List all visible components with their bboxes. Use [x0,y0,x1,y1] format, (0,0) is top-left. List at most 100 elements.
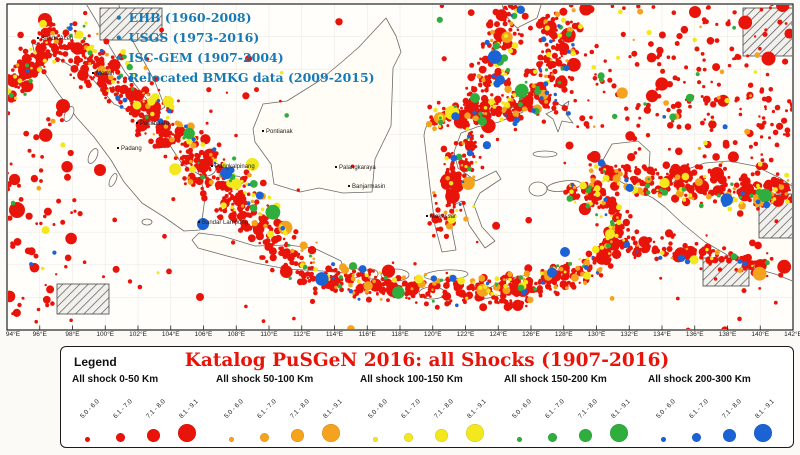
earthquake-dot [509,299,513,303]
earthquake-dot [39,179,43,183]
earthquake-dot [115,69,121,75]
earthquake-dot [466,149,474,157]
earthquake-dot [46,285,55,294]
axis-ticks [6,325,794,330]
earthquake-dot [570,273,579,282]
earthquake-dot [61,161,73,173]
earthquake-dot [105,52,109,57]
earthquake-dot [296,188,300,192]
earthquake-dot [42,58,47,63]
earthquake-dot [666,55,671,59]
earthquake-dot [579,115,586,122]
earthquake-dot [461,176,475,190]
earthquake-dot [756,183,760,188]
earthquake-dot [602,90,606,94]
earthquake-dot [620,31,626,37]
earthquake-dot [41,226,50,235]
earthquake-dot [482,141,491,150]
earthquake-dot [73,209,77,213]
earthquake-dot [356,272,362,278]
city-label: Banda Aceh [37,36,73,42]
earthquake-dot [744,128,751,135]
earthquake-dot [661,189,669,196]
earthquake-dot [608,252,611,255]
legend-size-item: 5.0 - 6.0 [503,385,536,445]
earthquake-dot [561,17,566,23]
earthquake-dot [449,190,452,193]
earthquake-dot [538,293,543,298]
earthquake-dot [93,49,97,53]
earthquake-dot [575,265,581,271]
earthquake-dot [448,181,454,186]
legend-size-item: 7.1 - 8.0 [425,385,458,445]
earthquake-dot [567,26,573,33]
earthquake-dot [648,41,654,47]
longitude-tick-label: 142°E [784,331,800,338]
earthquake-dot [135,105,139,108]
earthquake-dot [485,281,490,286]
earthquake-dot [517,284,525,292]
earthquake-dot [401,280,408,287]
earthquake-dot [541,50,545,54]
earthquake-dot [35,51,49,65]
earthquake-dot [669,113,677,121]
earthquake-dot [595,213,599,217]
earthquake-dot [763,53,771,61]
legend-size-dot [321,424,340,442]
earthquake-dot [552,33,558,39]
earthquake-dot [714,38,720,43]
earthquake-dot [41,69,47,75]
earthquake-dot [654,256,659,262]
earthquake-dot [557,33,563,38]
earthquake-dot [503,5,508,10]
island-pagai [108,173,118,187]
earthquake-dot [446,193,450,197]
earthquake-epicenters-layer [8,5,792,329]
earthquake-dot [23,130,30,137]
earthquake-dot [152,133,155,136]
earthquake-dot [53,29,59,35]
earthquake-dot [279,70,284,75]
earthquake-dot [145,57,150,61]
earthquake-dot [40,43,44,47]
earthquake-dot [591,245,600,254]
earthquake-dot [433,123,436,126]
earthquake-dot [536,61,543,68]
earthquake-dot [182,136,186,140]
earthquake-dot [455,153,463,161]
earthquake-dot [626,235,631,239]
earthquake-dot [666,172,669,176]
legend-size-item: 7.1 - 8.0 [281,385,314,445]
earthquake-dot [551,52,559,59]
earthquake-dot [461,141,465,145]
earthquake-dot [624,178,629,183]
earthquake-dot [716,193,721,198]
earthquake-dot [771,109,776,114]
earthquake-dot [569,189,574,194]
earthquake-dot [365,296,372,303]
earthquake-dot [734,187,737,190]
earthquake-dot [622,6,626,10]
earthquake-dot [104,96,107,100]
island-buru [528,181,548,197]
legend-size-dot [229,437,234,442]
earthquake-dot [114,85,122,93]
earthquake-dot [222,158,226,161]
earthquake-dot [52,223,56,226]
earthquake-dot [37,46,42,51]
city-label: Pangkalpinang [211,164,255,170]
earthquake-dot [510,288,518,296]
earthquake-dot [13,74,17,79]
earthquake-dot [10,200,16,206]
earthquake-dot [656,188,659,192]
earthquake-dot [527,93,533,98]
earthquake-dot [766,274,769,278]
earthquake-dot [492,42,500,50]
earthquake-dot [749,239,756,247]
earthquake-dot [494,276,500,282]
earthquake-dot [660,250,665,256]
map-svg [6,3,794,331]
earthquake-dot [791,22,792,26]
earthquake-dot [480,296,485,300]
earthquake-dot [558,266,564,272]
